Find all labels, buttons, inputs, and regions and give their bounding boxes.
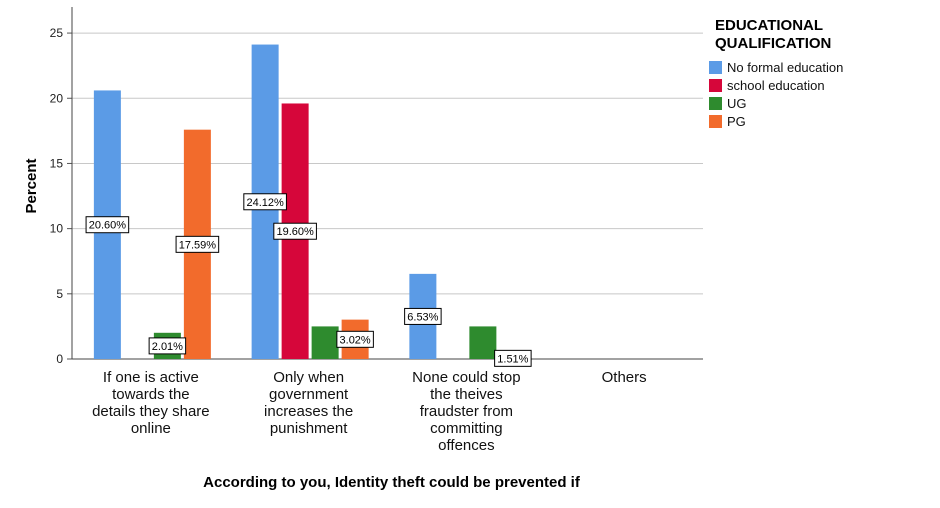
x-tick-label: online <box>131 420 171 437</box>
x-tick-label: Only when <box>273 369 344 386</box>
data-label: 19.60% <box>276 226 314 238</box>
data-label: 3.02% <box>340 334 371 346</box>
x-tick-label: Others <box>602 369 647 386</box>
x-tick-label: If one is active <box>103 369 199 386</box>
x-tick-label: the theives <box>430 386 503 403</box>
data-label-box <box>148 337 187 355</box>
data-label: 1.51% <box>497 353 528 365</box>
x-tick-label: fraudster from <box>420 403 513 420</box>
y-axis-title: Percent <box>23 158 40 213</box>
gridlines <box>72 32 703 295</box>
x-tick-label: towards the <box>112 386 190 403</box>
y-tick-label: 5 <box>56 287 63 301</box>
data-label-box <box>404 307 442 325</box>
data-label-box <box>494 349 532 367</box>
legend-swatch <box>709 97 722 110</box>
legend-title: EDUCATIONAL <box>715 17 823 34</box>
x-tick-label: punishment <box>270 420 348 437</box>
y-tick-label: 20 <box>50 91 64 105</box>
data-label-box <box>336 330 374 348</box>
data-label-box <box>85 216 130 234</box>
x-tick-label: increases the <box>264 403 353 420</box>
legend-swatch <box>709 79 722 92</box>
data-label: 6.53% <box>407 311 438 323</box>
y-tick-label: 10 <box>50 222 64 236</box>
y-tick-label: 25 <box>50 26 64 40</box>
x-tick-label: offences <box>438 437 494 454</box>
legend-title: QUALIFICATION <box>715 35 831 52</box>
y-tick-label: 0 <box>56 352 63 366</box>
legend-label: No formal education <box>727 60 843 75</box>
bar <box>469 326 497 359</box>
legend-label: school education <box>727 78 825 93</box>
data-label: 2.01% <box>152 341 183 353</box>
data-labels: 20.60% 2.01% 17.59% 24.12% 19.60% 3.02% 6.53% 1… <box>85 193 532 367</box>
data-label: 24.12% <box>246 197 284 209</box>
y-tick-label: 15 <box>50 156 64 170</box>
x-axis-title: According to you, Identity theft could b… <box>203 474 581 491</box>
bar <box>311 326 339 359</box>
data-label-box <box>175 235 220 253</box>
x-tick-label: details they share <box>92 403 210 420</box>
x-tick-label: government <box>269 386 349 403</box>
data-label: 20.60% <box>89 220 127 232</box>
data-label-box <box>273 222 317 240</box>
x-tick-label: None could stop <box>412 369 520 386</box>
legend-swatch <box>709 61 722 74</box>
data-label-box <box>243 193 287 211</box>
legend-swatch <box>709 115 722 128</box>
data-label: 17.59% <box>179 239 217 251</box>
legend-label: PG <box>727 114 746 129</box>
legend-label: UG <box>727 96 747 111</box>
x-tick-label: committing <box>430 420 503 437</box>
